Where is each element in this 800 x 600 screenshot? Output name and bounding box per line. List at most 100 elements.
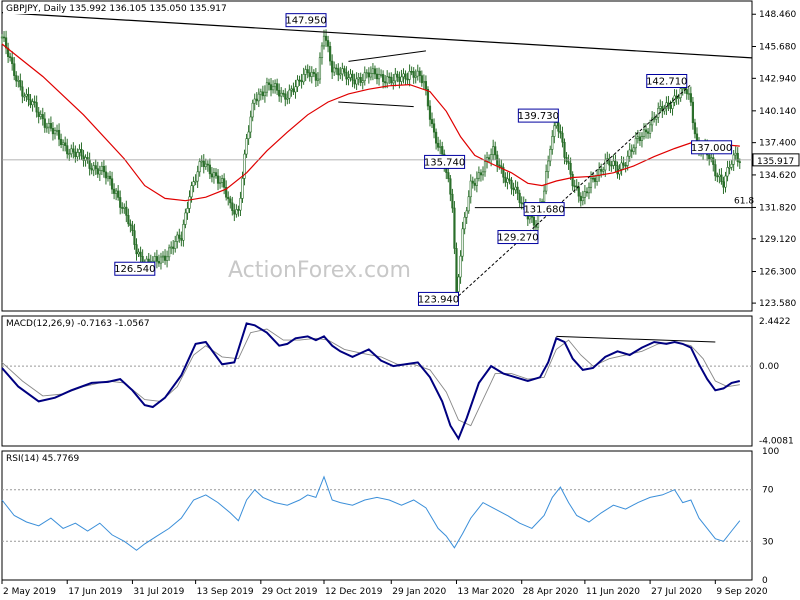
candle-body xyxy=(571,173,574,187)
fib-level-label: 61.8 xyxy=(734,197,754,207)
candle-body xyxy=(196,171,199,182)
candle-body xyxy=(157,261,161,264)
candle-body xyxy=(414,75,417,78)
candle-body xyxy=(276,83,279,91)
swing-label-text: 142.710 xyxy=(646,76,687,87)
swing-label-text: 147.950 xyxy=(285,16,326,27)
swing-label-box xyxy=(285,13,327,28)
candle-body xyxy=(406,78,409,81)
candle-body xyxy=(47,123,50,128)
candle-body xyxy=(353,79,356,85)
y-tick-label: 140.140 xyxy=(759,107,796,117)
candle-body xyxy=(204,163,207,168)
x-tick-label: 28 Apr 2020 xyxy=(523,587,579,597)
candle-body xyxy=(35,102,38,113)
macd-divergence-line xyxy=(556,335,716,343)
candle-body xyxy=(29,99,32,106)
candles xyxy=(0,29,741,299)
candle-body xyxy=(708,154,711,160)
candle-body xyxy=(331,60,334,73)
swing-label-box xyxy=(424,154,466,169)
candle-body xyxy=(302,74,305,83)
candle-body xyxy=(646,131,650,134)
candle-body xyxy=(481,171,485,176)
candle-body xyxy=(565,157,568,162)
candle-body xyxy=(430,119,434,125)
dashed-trendline xyxy=(458,84,692,297)
candle-body xyxy=(15,75,18,82)
candle-body xyxy=(339,73,342,76)
candle-body xyxy=(687,93,690,95)
candle-body xyxy=(322,35,326,47)
candle-body xyxy=(223,178,226,188)
candle-body xyxy=(261,91,264,97)
candle-body xyxy=(685,89,688,94)
swing-label: 139.730 xyxy=(517,108,559,123)
candle-body xyxy=(320,45,324,59)
candle-body xyxy=(644,129,648,133)
candle-body xyxy=(31,101,34,106)
swing-label-box xyxy=(691,140,733,155)
candle-body xyxy=(133,230,136,245)
candle-body xyxy=(43,118,46,128)
candle-body xyxy=(269,84,273,91)
candle-body xyxy=(84,157,87,161)
candle-body xyxy=(170,246,173,249)
candle-body xyxy=(210,173,214,178)
candle-body xyxy=(510,179,513,189)
candle-body xyxy=(628,149,631,157)
swing-label-box xyxy=(517,108,559,123)
candle-body xyxy=(7,47,10,57)
candle-body xyxy=(671,101,674,109)
macd-y-tick-label: 2.4422 xyxy=(759,317,791,327)
candle-body xyxy=(292,88,295,93)
candle-body xyxy=(21,86,24,97)
x-tick-label: 27 Jul 2020 xyxy=(651,587,702,597)
swing-label-box xyxy=(646,73,688,88)
x-tick-label: 2 May 2019 xyxy=(3,587,56,597)
macd-pane-frame xyxy=(1,315,753,447)
candle-body xyxy=(278,90,281,97)
candle-body xyxy=(630,149,633,152)
candle-body xyxy=(734,152,737,156)
candle-body xyxy=(2,36,6,39)
candle-body xyxy=(125,206,128,216)
candle-body xyxy=(463,216,466,230)
candle-body xyxy=(27,93,30,101)
swing-label-text: 135.740 xyxy=(424,157,465,168)
candle-body xyxy=(669,104,672,109)
candle-body xyxy=(738,161,741,163)
candle-body xyxy=(257,93,260,102)
candle-body xyxy=(337,68,340,76)
candle-body xyxy=(520,202,523,204)
candle-body xyxy=(108,175,112,180)
candle-body xyxy=(608,158,611,166)
candle-body xyxy=(577,186,580,197)
swing-label-box xyxy=(114,261,156,276)
candle-body xyxy=(17,80,20,82)
candle-body xyxy=(640,136,644,141)
candle-body xyxy=(316,78,319,81)
candle-body xyxy=(653,117,656,120)
candle-body xyxy=(437,142,440,148)
candle-body xyxy=(221,178,224,183)
candle-body xyxy=(172,246,175,249)
candle-body xyxy=(72,148,75,153)
swing-label: 126.540 xyxy=(114,261,156,276)
candle-body xyxy=(13,63,16,76)
candle-body xyxy=(371,68,375,74)
last-price-label: 135.917 xyxy=(757,157,794,167)
candle-body xyxy=(19,80,22,88)
candle-body xyxy=(119,197,122,208)
candle-body xyxy=(494,146,497,156)
candle-body xyxy=(37,111,40,117)
swing-label: 123.940 xyxy=(418,291,459,306)
candle-body xyxy=(265,82,269,93)
candle-body xyxy=(490,154,493,161)
candle-body xyxy=(155,256,158,262)
candle-body xyxy=(241,178,244,199)
candle-body xyxy=(412,71,415,78)
candle-body xyxy=(178,234,181,239)
candle-body xyxy=(161,255,165,258)
